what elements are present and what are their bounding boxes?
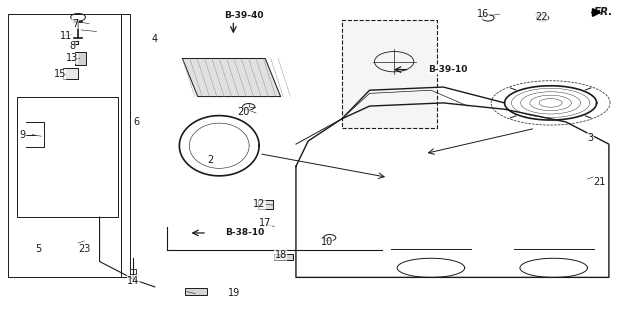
Text: 9: 9 xyxy=(20,130,26,140)
Text: 20: 20 xyxy=(238,108,250,117)
Text: 19: 19 xyxy=(228,288,241,298)
Text: 5: 5 xyxy=(35,244,41,254)
Text: 8: 8 xyxy=(69,41,75,51)
Bar xyxy=(7,14,130,277)
Bar xyxy=(342,20,437,128)
Text: 22: 22 xyxy=(535,12,548,22)
Bar xyxy=(186,288,207,295)
Text: 11: 11 xyxy=(59,31,72,41)
Bar xyxy=(274,253,293,260)
Text: 7: 7 xyxy=(72,19,78,28)
Text: B-39-40: B-39-40 xyxy=(224,11,264,20)
Polygon shape xyxy=(183,59,280,97)
Text: 6: 6 xyxy=(133,117,139,127)
Text: 4: 4 xyxy=(152,35,158,44)
Text: 16: 16 xyxy=(477,9,489,19)
Text: 14: 14 xyxy=(127,276,139,285)
Text: 18: 18 xyxy=(274,250,287,260)
Bar xyxy=(17,97,118,217)
Text: 12: 12 xyxy=(253,199,266,209)
Text: 21: 21 xyxy=(594,177,606,187)
Text: 23: 23 xyxy=(78,244,90,254)
Bar xyxy=(258,200,273,209)
Text: B-38-10: B-38-10 xyxy=(225,228,264,237)
Text: 17: 17 xyxy=(259,219,272,228)
Text: B-39-10: B-39-10 xyxy=(428,65,467,74)
Text: FR.: FR. xyxy=(594,7,613,18)
Text: 13: 13 xyxy=(66,53,78,63)
Text: 10: 10 xyxy=(321,237,333,247)
Text: 2: 2 xyxy=(207,155,213,165)
Bar xyxy=(63,68,78,79)
Text: 3: 3 xyxy=(587,133,594,143)
Text: 15: 15 xyxy=(53,69,66,79)
Bar xyxy=(75,52,86,65)
